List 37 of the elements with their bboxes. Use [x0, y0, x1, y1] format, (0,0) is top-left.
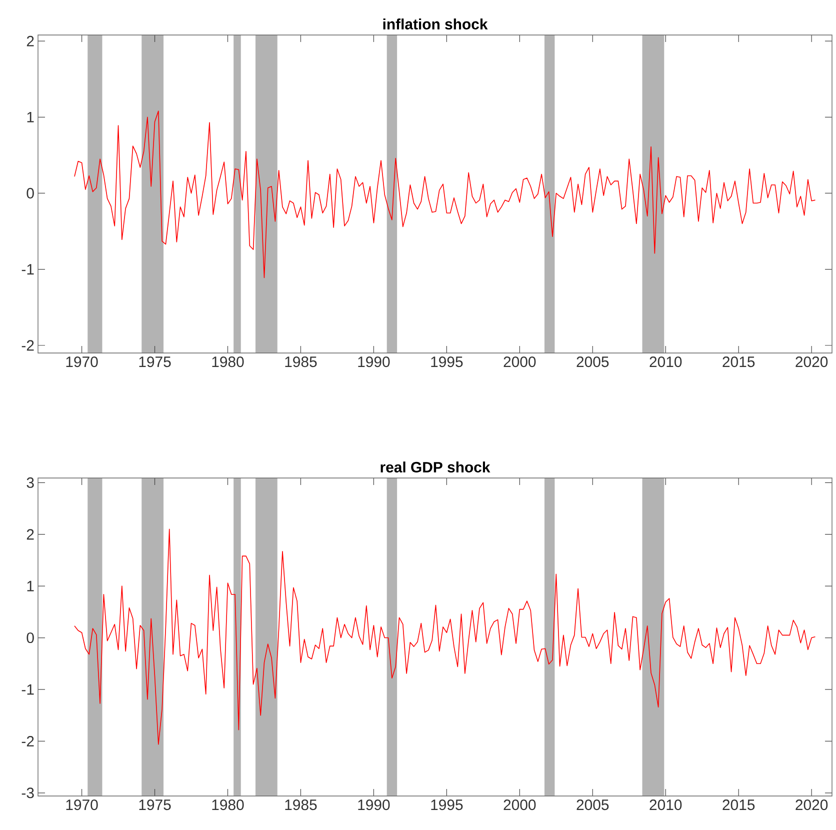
x-tick-label: 1975: [139, 356, 171, 368]
x-tick-label: 2015: [722, 800, 755, 810]
chart-title: inflation shock: [383, 18, 488, 30]
x-tick-label: 1980: [212, 800, 244, 810]
x-tick-label: 1995: [431, 800, 463, 810]
y-tick-label: -2: [22, 340, 34, 351]
x-tick-label: 1985: [285, 356, 317, 368]
y-tick-label: -2: [22, 736, 34, 746]
y-tick-label: 2: [26, 36, 34, 46]
x-tick-label: 1990: [358, 800, 390, 810]
y-tick-label: -1: [22, 684, 34, 695]
x-tick-label: 1990: [358, 356, 390, 368]
chart-title: real GDP shock: [380, 462, 490, 472]
x-tick-label: 1980: [212, 356, 244, 368]
x-tick-label: 2020: [796, 800, 828, 810]
line-series: [74, 110, 816, 278]
x-tick-label: 1970: [66, 356, 98, 368]
x-tick-label: 2010: [650, 356, 682, 368]
y-tick-label: 0: [26, 632, 34, 644]
x-tick-label: 2005: [576, 800, 609, 810]
x-tick-label: 1970: [66, 800, 98, 810]
y-tick-label: -1: [22, 264, 34, 274]
x-tick-label: 2000: [504, 800, 536, 810]
x-tick-label: 1975: [139, 800, 171, 810]
x-tick-label: 2010: [650, 800, 682, 810]
x-tick-label: 1985: [285, 800, 317, 810]
y-tick-label: 2: [26, 529, 34, 540]
y-tick-label: 1: [27, 580, 34, 592]
x-tick-label: 2015: [722, 356, 755, 368]
x-tick-label: 2000: [504, 356, 536, 368]
x-tick-label: 1995: [431, 356, 463, 368]
x-tick-label: 2020: [796, 356, 828, 368]
y-tick-label: -3: [22, 788, 34, 798]
x-tick-label: 2005: [576, 356, 609, 368]
y-tick-label: 0: [26, 188, 34, 199]
y-tick-label: 3: [26, 477, 34, 488]
y-tick-label: 1: [27, 112, 34, 122]
